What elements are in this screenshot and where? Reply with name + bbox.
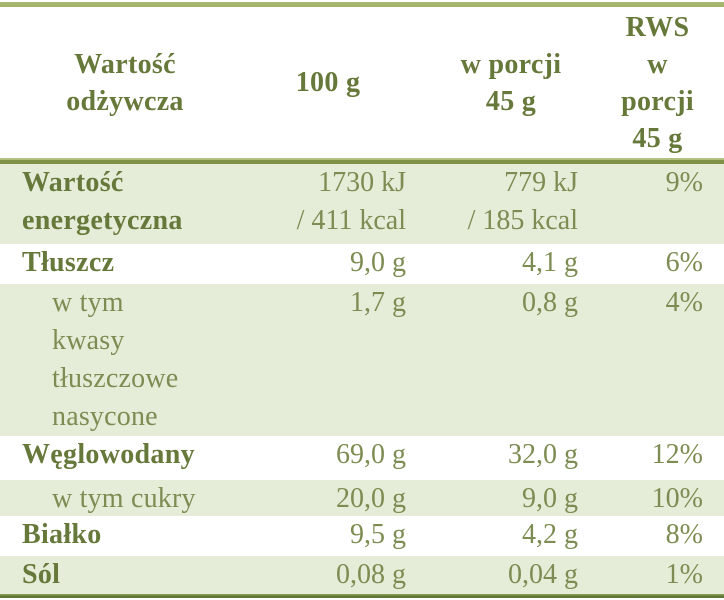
row-label: w tym kwasy tłuszczowe nasycone (52, 287, 179, 432)
row-label: w tym cukry (52, 483, 196, 514)
table-top-border (0, 2, 724, 7)
value-per-100g: 69,0 g (336, 439, 406, 470)
value-per-portion: 779 kJ / 185 kcal (467, 167, 578, 236)
value-rws: 10% (651, 483, 703, 514)
table-bottom-border (0, 594, 724, 598)
row-sugars: w tym cukry 20,0 g 9,0 g 10% (0, 480, 724, 516)
value-rws: 12% (651, 439, 703, 470)
row-energy: Wartość energetyczna 1730 kJ / 411 kcal … (0, 164, 724, 244)
value-per-100g: 9,5 g (350, 519, 406, 550)
header-per-100g: 100 g (295, 67, 361, 98)
row-label: Białko (22, 519, 102, 550)
value-per-portion: 4,2 g (522, 519, 578, 550)
row-label: Węglowodany (22, 439, 195, 470)
value-per-100g: 20,0 g (336, 483, 406, 514)
value-per-portion: 4,1 g (522, 247, 578, 278)
value-rws: 9% (665, 167, 703, 198)
value-rws: 8% (665, 519, 703, 550)
value-per-100g: 0,08 g (336, 559, 406, 590)
header-rws: RWS w porcji 45 g (621, 11, 694, 154)
row-protein: Białko 9,5 g 4,2 g 8% (0, 516, 724, 556)
row-fat: Tłuszcz 9,0 g 4,1 g 6% (0, 244, 724, 284)
value-per-portion: 0,04 g (508, 559, 578, 590)
header-divider (0, 158, 724, 164)
value-per-portion: 32,0 g (508, 439, 578, 470)
row-label: Sól (22, 559, 61, 590)
value-per-100g: 1,7 g (350, 287, 406, 318)
row-label: Wartość energetyczna (22, 167, 183, 236)
value-rws: 6% (665, 247, 703, 278)
row-saturated-fat: w tym kwasy tłuszczowe nasycone 1,7 g 0,… (0, 284, 724, 436)
header-nutrient: Wartość odżywcza (66, 48, 184, 117)
row-salt: Sól 0,08 g 0,04 g 1% (0, 556, 724, 594)
value-per-portion: 9,0 g (522, 483, 578, 514)
row-label: Tłuszcz (22, 247, 115, 278)
value-per-100g: 1730 kJ / 411 kcal (296, 167, 406, 236)
value-per-100g: 9,0 g (350, 247, 406, 278)
row-carbohydrates: Węglowodany 69,0 g 32,0 g 12% (0, 436, 724, 480)
value-rws: 1% (665, 559, 703, 590)
table-header-row: Wartość odżywcza 100 g w porcji 45 g RWS… (0, 7, 724, 158)
value-per-portion: 0,8 g (522, 287, 578, 318)
value-rws: 4% (665, 287, 703, 318)
header-per-portion: w porcji 45 g (460, 48, 562, 117)
